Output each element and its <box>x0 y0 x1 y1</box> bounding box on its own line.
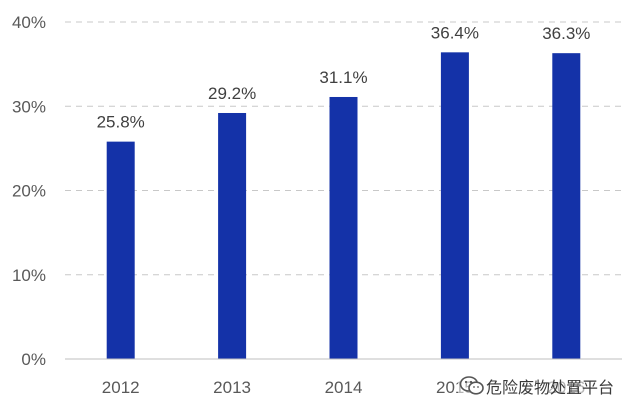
bar <box>440 52 469 359</box>
bar <box>106 141 135 359</box>
data-label: 36.3% <box>542 24 590 43</box>
y-tick-label: 10% <box>12 266 46 285</box>
data-label: 29.2% <box>208 84 256 103</box>
bar <box>329 96 358 360</box>
y-axis-ticks: 0% 10% 20% 30% 40% <box>12 13 46 369</box>
y-tick-label: 40% <box>12 13 46 32</box>
x-tick-label: 2014 <box>325 378 363 397</box>
data-label: 36.4% <box>431 23 479 42</box>
bars <box>106 52 581 360</box>
bar <box>552 53 581 360</box>
y-tick-label: 30% <box>12 97 46 116</box>
watermark-text: 危险废物处置平台 <box>486 378 615 397</box>
watermark: 危险废物处置平台 <box>458 372 636 400</box>
x-tick-label: 2013 <box>213 378 251 397</box>
x-tick-label: 2012 <box>102 378 140 397</box>
y-tick-label: 0% <box>21 350 46 369</box>
y-tick-label: 20% <box>12 182 46 201</box>
bar <box>218 112 247 360</box>
data-labels: 25.8% 29.2% 31.1% 36.4% 36.3% <box>97 23 591 131</box>
data-label: 31.1% <box>319 68 367 87</box>
wechat-icon <box>458 374 486 398</box>
data-label: 25.8% <box>97 113 145 132</box>
